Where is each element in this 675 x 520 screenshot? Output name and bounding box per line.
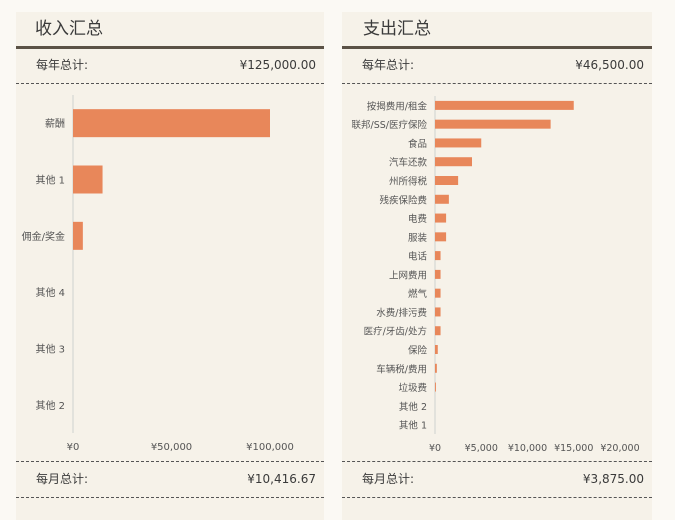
expense-divider-mid xyxy=(342,461,652,462)
expense-monthly-row: 每月总计: ¥3,875.00 xyxy=(342,463,652,496)
income-monthly-label: 每月总计: xyxy=(36,472,89,486)
expense-bar xyxy=(435,213,447,223)
income-tick-label: ¥100,000 xyxy=(246,442,294,453)
income-tick-label: ¥50,000 xyxy=(151,442,192,453)
expense-category-label: 服装 xyxy=(408,232,428,244)
expense-bar xyxy=(435,345,438,354)
expense-category-label: 车辆税/费用 xyxy=(376,363,427,375)
income-category-label: 其他 4 xyxy=(35,286,65,299)
income-bar xyxy=(73,109,270,138)
expense-category-label: 按揭费用/租金 xyxy=(367,100,428,112)
income-tick-label: ¥0 xyxy=(67,442,80,453)
income-category-label: 其他 2 xyxy=(35,399,65,412)
expense-category-label: 其他 1 xyxy=(399,420,427,432)
expense-category-label: 州所得税 xyxy=(389,176,428,188)
expense-category-label: 联邦/SS/医疗保险 xyxy=(352,119,428,131)
expense-category-label: 汽车还款 xyxy=(389,157,428,169)
expense-bar xyxy=(435,138,482,148)
expense-bar xyxy=(435,307,441,317)
expense-bar xyxy=(435,176,459,185)
expense-category-label: 燃气 xyxy=(408,288,428,300)
expense-category-label: 水费/排污费 xyxy=(376,307,427,319)
income-category-label: 其他 3 xyxy=(35,343,65,356)
expense-bar xyxy=(435,326,441,336)
expense-tick-label: ¥15,000 xyxy=(554,443,593,454)
expense-bar xyxy=(435,100,574,110)
expense-bar xyxy=(435,382,436,392)
income-category-label: 薪酬 xyxy=(45,118,65,130)
expense-monthly-value: ¥3,875.00 xyxy=(582,472,644,486)
expense-bar xyxy=(435,157,472,167)
expense-summary-panel: 支出汇总 每年总计: ¥46,500.00 按揭费用/租金联邦/SS/医疗保险食… xyxy=(342,12,652,520)
expense-category-label: 残疾保险费 xyxy=(379,194,427,206)
income-panel-title: 收入汇总 xyxy=(16,12,324,49)
expense-annual-label: 每年总计: xyxy=(362,58,415,72)
income-divider-bottom xyxy=(16,497,324,498)
income-bar xyxy=(73,221,83,250)
expense-panel-title: 支出汇总 xyxy=(342,12,652,49)
income-annual-label: 每年总计: xyxy=(36,58,89,72)
expense-bar xyxy=(435,363,437,373)
expense-category-label: 食品 xyxy=(408,138,427,150)
expense-bar xyxy=(435,194,449,204)
expense-category-label: 垃圾费 xyxy=(398,382,427,394)
expense-bar xyxy=(435,288,441,298)
expense-divider-top xyxy=(342,83,652,84)
income-divider-mid xyxy=(16,461,324,462)
expense-category-label: 上网费用 xyxy=(389,269,427,281)
expense-category-label: 保险 xyxy=(408,345,428,357)
expense-bar xyxy=(435,251,441,261)
expense-category-label: 电话 xyxy=(408,251,428,263)
income-summary-panel: 收入汇总 每年总计: ¥125,000.00 薪酬其他 1 佣金/奖金其他 4 其他… xyxy=(16,12,324,520)
income-category-label: 其他 1 xyxy=(35,174,65,187)
income-bar xyxy=(73,165,103,194)
expense-tick-label: ¥0 xyxy=(429,443,441,454)
expense-category-label: 其他 2 xyxy=(399,401,427,413)
expense-bar-chart: 按揭费用/租金联邦/SS/医疗保险食品汽车还款州所得税残疾保险费电费服装电话上网… xyxy=(352,96,640,454)
expense-bar xyxy=(435,232,447,242)
expense-annual-value: ¥46,500.00 xyxy=(575,58,644,72)
income-annual-value: ¥125,000.00 xyxy=(239,58,316,72)
income-category-label: 佣金/奖金 xyxy=(22,230,65,243)
expense-category-label: 医疗/牙齿/处方 xyxy=(364,326,427,338)
expense-bar xyxy=(435,269,441,279)
expense-tick-label: ¥20,000 xyxy=(600,443,639,454)
expense-category-label: 电费 xyxy=(408,213,427,225)
expense-tick-label: ¥10,000 xyxy=(508,443,547,454)
expense-divider-bottom xyxy=(342,497,652,498)
expense-tick-label: ¥5,000 xyxy=(465,443,498,454)
expense-monthly-label: 每月总计: xyxy=(362,472,415,486)
expense-bar xyxy=(435,119,551,129)
income-monthly-value: ¥10,416.67 xyxy=(247,472,316,486)
expense-annual-row: 每年总计: ¥46,500.00 xyxy=(342,49,652,82)
income-divider-top xyxy=(16,83,324,84)
income-monthly-row: 每月总计: ¥10,416.67 xyxy=(16,463,324,496)
income-annual-row: 每年总计: ¥125,000.00 xyxy=(16,49,324,82)
